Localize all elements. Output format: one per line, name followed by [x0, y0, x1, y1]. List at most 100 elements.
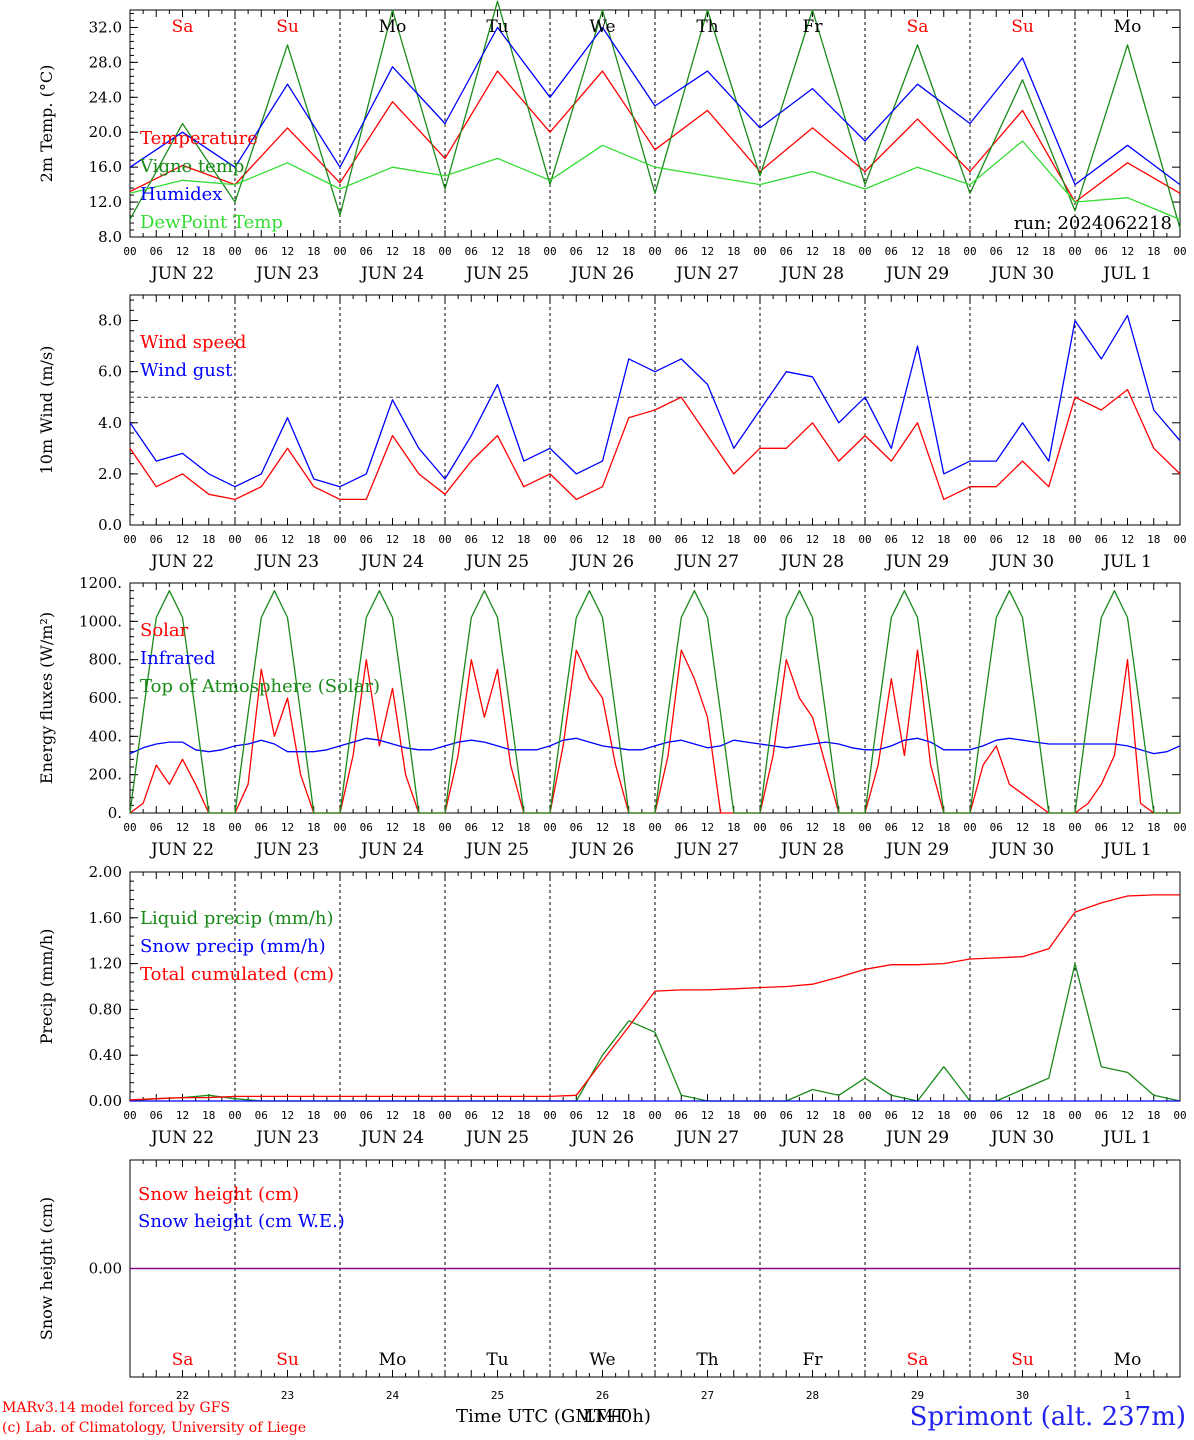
x-tick-label: 18	[517, 533, 530, 546]
x-tick-label: 00	[123, 533, 136, 546]
y-tick-label: 12.0	[89, 193, 122, 211]
x-tick-label: 12	[1121, 821, 1134, 834]
legend-entry: Vigne temp	[139, 156, 244, 177]
x-tick-label: 00	[333, 821, 346, 834]
x-tick-label: 12	[176, 821, 189, 834]
x-tick-label: 18	[727, 1109, 740, 1122]
x-tick-label: 18	[307, 533, 320, 546]
weekday-label: Sa	[172, 17, 194, 37]
x-tick-label: 06	[465, 245, 478, 258]
x-tick-label: 12	[911, 533, 924, 546]
y-tick-label: 8.0	[98, 312, 122, 330]
x-tick-label: 18	[202, 245, 215, 258]
x-tick-label: 00	[648, 821, 661, 834]
weekday-label: Su	[276, 1350, 299, 1370]
x-tick-label: 00	[543, 245, 556, 258]
x-tick-label: 18	[1042, 1109, 1055, 1122]
x-tick-label: 00	[123, 1109, 136, 1122]
day-number-label: 27	[701, 1389, 714, 1402]
x-tick-label: 06	[675, 533, 688, 546]
weekday-label: Mo	[379, 17, 407, 37]
y-axis-title: Precip (mm/h)	[37, 929, 56, 1045]
x-tick-label: 06	[885, 533, 898, 546]
series-line-2	[129, 314, 1181, 488]
weekday-label: We	[589, 17, 615, 37]
x-tick-label: 18	[622, 245, 635, 258]
x-tick-label: 00	[648, 533, 661, 546]
y-tick-label: 6.0	[98, 363, 122, 381]
y-tick-label: 20.0	[89, 123, 122, 141]
legend-entry: Infrared	[140, 648, 215, 669]
x-tick-label: 00	[333, 533, 346, 546]
weekday-label: Th	[696, 17, 718, 37]
y-tick-label: 400.	[89, 727, 122, 745]
x-tick-label: 06	[150, 1109, 163, 1122]
x-tick-label: 06	[780, 245, 793, 258]
x-tick-label: 12	[1121, 1109, 1134, 1122]
series-line-1	[129, 70, 1181, 203]
x-day-label: JUN 26	[569, 552, 634, 572]
time-axis-overlay: LMT	[583, 1406, 626, 1427]
x-tick-label: 06	[1095, 821, 1108, 834]
x-tick-label: 00	[858, 821, 871, 834]
x-tick-label: 12	[911, 1109, 924, 1122]
x-tick-label: 00	[963, 821, 976, 834]
x-day-label: JUN 22	[149, 840, 214, 860]
weekday-label: Su	[1011, 1350, 1034, 1370]
x-tick-label: 00	[123, 245, 136, 258]
x-tick-label: 12	[596, 1109, 609, 1122]
x-tick-label: 18	[727, 533, 740, 546]
x-tick-label: 00	[1173, 533, 1186, 546]
x-tick-label: 06	[255, 821, 268, 834]
x-tick-label: 12	[281, 1109, 294, 1122]
model-credit: MARv3.14 model forced by GFS	[2, 1400, 231, 1416]
series-line-4	[129, 140, 1181, 221]
weekday-label: Mo	[1114, 1350, 1142, 1370]
y-tick-label: 0.00	[89, 1260, 122, 1278]
x-tick-label: 06	[885, 245, 898, 258]
x-day-label: JUN 28	[779, 264, 844, 284]
x-tick-label: 06	[360, 533, 373, 546]
x-tick-label: 12	[701, 245, 714, 258]
x-tick-label: 12	[701, 1109, 714, 1122]
panel-2: 0.0 2.0 4.0 6.0 8.0 10m Wind (m/s) Wind speed W…	[37, 294, 1187, 572]
x-tick-label: 06	[990, 1109, 1003, 1122]
x-tick-label: 00	[438, 821, 451, 834]
x-tick-label: 00	[1068, 821, 1081, 834]
x-tick-label: 00	[963, 533, 976, 546]
panel-1: 8.0 12.0 16.0 20.0 24.0 28.0 32.0 2m Temp. (°C)…	[37, 0, 1187, 284]
weekday-label: Mo	[1114, 17, 1142, 37]
x-tick-label: 18	[202, 533, 215, 546]
x-tick-label: 06	[465, 533, 478, 546]
x-day-label: JUN 27	[674, 264, 739, 284]
series-line-3	[129, 894, 1180, 1101]
x-tick-label: 18	[1042, 821, 1055, 834]
x-tick-label: 12	[491, 821, 504, 834]
x-tick-label: 12	[701, 533, 714, 546]
y-tick-label: 600.	[89, 689, 122, 707]
series-line-2	[129, 737, 1181, 755]
x-day-label: JUN 22	[149, 552, 214, 572]
station-label: Sprimont (alt. 237m)	[909, 1402, 1186, 1432]
x-tick-label: 00	[228, 533, 241, 546]
x-tick-label: 06	[360, 245, 373, 258]
y-tick-label: 0.	[108, 804, 122, 822]
x-day-label: JUN 23	[254, 552, 319, 572]
x-tick-label: 18	[832, 245, 845, 258]
x-tick-label: 00	[858, 533, 871, 546]
x-tick-label: 18	[937, 533, 950, 546]
x-tick-label: 06	[675, 1109, 688, 1122]
day-number-label: 26	[596, 1389, 609, 1402]
x-tick-label: 06	[675, 821, 688, 834]
x-day-label: JUN 27	[674, 840, 739, 860]
x-tick-label: 06	[675, 245, 688, 258]
x-tick-label: 00	[438, 245, 451, 258]
legend-entry: Solar	[140, 620, 189, 641]
y-tick-label: 32.0	[89, 18, 122, 36]
panel-5: 0.00 Snow height (cm) Snow height (cm) Snow…	[37, 1159, 1181, 1402]
y-tick-label: 2.0	[98, 465, 122, 483]
y-tick-label: 16.0	[89, 158, 122, 176]
x-tick-label: 12	[596, 533, 609, 546]
x-tick-label: 18	[832, 1109, 845, 1122]
